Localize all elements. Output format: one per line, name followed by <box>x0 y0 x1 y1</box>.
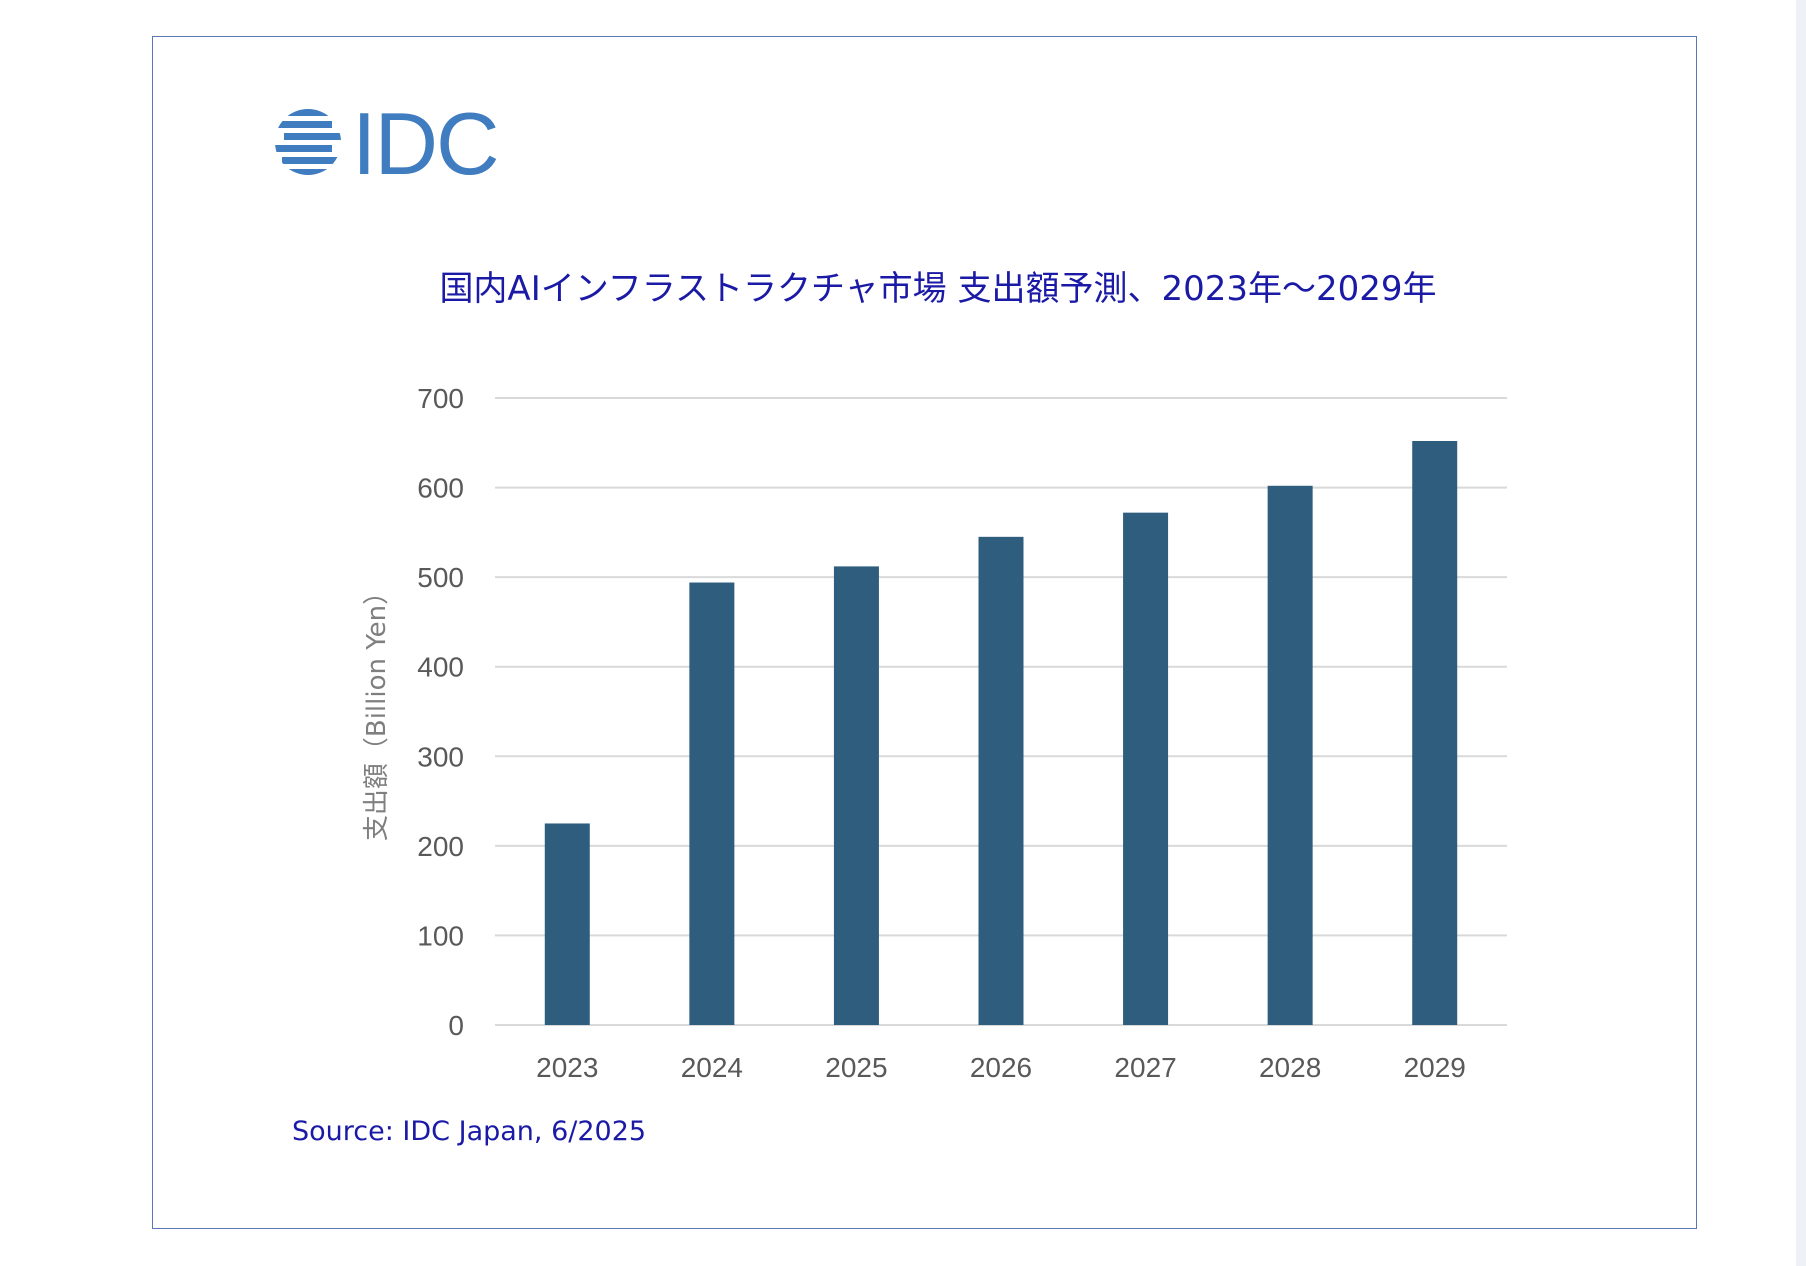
bar-2023 <box>544 823 590 1025</box>
y-axis-ticks: 0 100 200 300 400 500 600 700 <box>417 383 464 1041</box>
y-tick-label: 0 <box>448 1010 464 1041</box>
bar-2027 <box>1123 512 1169 1025</box>
x-axis-ticks: 2023 2024 2025 2026 2027 2028 2029 <box>536 1052 1466 1083</box>
x-tick-label: 2023 <box>536 1052 598 1083</box>
x-tick-label: 2024 <box>681 1052 743 1083</box>
y-tick-label: 400 <box>417 652 464 683</box>
x-tick-label: 2029 <box>1404 1052 1466 1083</box>
y-tick-label: 600 <box>417 473 464 504</box>
y-axis-label: 支出額（Billion Yen） <box>362 579 392 841</box>
y-tick-label: 300 <box>417 741 464 772</box>
bar-2029 <box>1412 440 1458 1026</box>
x-tick-label: 2025 <box>825 1052 887 1083</box>
bar-2028 <box>1267 485 1313 1025</box>
y-tick-label: 200 <box>417 831 464 862</box>
chart-title: 国内AIインフラストラクチャ市場 支出額予測、2023年～2029年 <box>439 269 1436 309</box>
y-tick-label: 700 <box>417 383 464 414</box>
bars <box>544 440 1458 1026</box>
x-tick-label: 2028 <box>1259 1052 1321 1083</box>
x-tick-label: 2027 <box>1114 1052 1176 1083</box>
logo-text: IDC <box>352 106 498 182</box>
y-tick-label: 100 <box>417 920 464 951</box>
globe-icon <box>275 109 341 175</box>
bar-2026 <box>978 536 1024 1025</box>
bar-2024 <box>689 582 735 1025</box>
source-note: Source: IDC Japan, 6/2025 <box>292 1116 646 1147</box>
y-tick-label: 500 <box>417 562 464 593</box>
page-edge <box>1796 0 1806 1266</box>
idc-logo: IDC <box>275 106 500 182</box>
x-tick-label: 2026 <box>970 1052 1032 1083</box>
bar-2025 <box>833 566 879 1025</box>
